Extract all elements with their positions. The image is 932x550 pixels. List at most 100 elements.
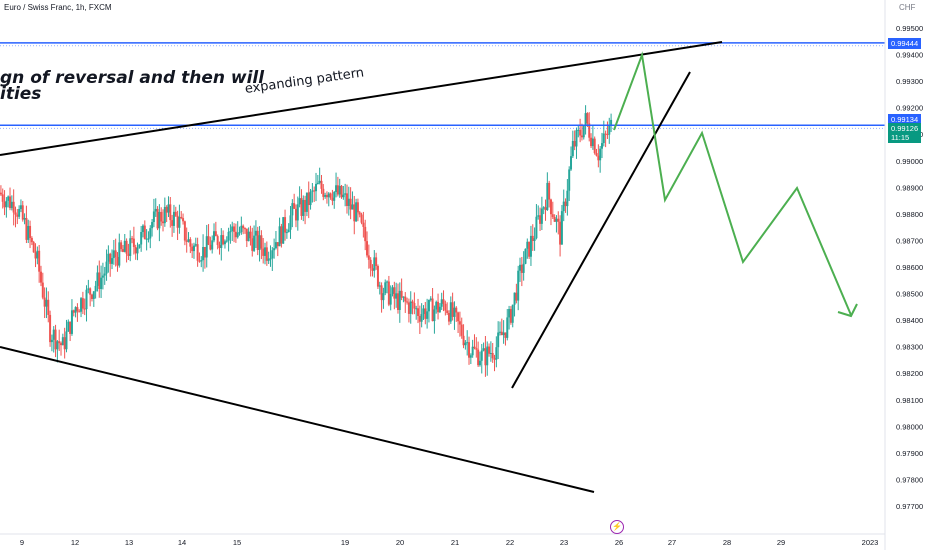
candle-body <box>605 134 607 135</box>
last-price-value: 0.99126 <box>891 124 918 133</box>
candle-body <box>517 271 519 301</box>
candle-body <box>512 305 514 323</box>
candle-body <box>24 218 26 220</box>
candle-body <box>49 315 51 342</box>
candle-body <box>326 195 328 197</box>
time-tick-label: 9 <box>20 538 24 547</box>
candle-body <box>479 361 481 365</box>
candle-body <box>319 181 321 183</box>
candle-body <box>166 207 168 213</box>
candle-body <box>45 300 47 307</box>
candle-body <box>350 199 352 210</box>
candle-body <box>47 300 49 315</box>
candle-body <box>402 297 404 298</box>
candle-body <box>490 353 492 354</box>
candle-body <box>169 204 171 220</box>
candle-body <box>455 308 457 313</box>
time-tick-label: 20 <box>396 538 404 547</box>
candle-body <box>437 302 439 312</box>
candle-body <box>209 245 211 250</box>
candle-body <box>157 209 159 228</box>
candle-body <box>594 139 596 153</box>
candle-body <box>188 239 190 242</box>
candle-body <box>204 247 206 258</box>
candle-body <box>146 239 148 240</box>
candle-body <box>426 311 428 318</box>
candle-body <box>550 200 552 215</box>
candle-body <box>432 299 434 322</box>
candle-body <box>115 250 117 257</box>
candle-body <box>419 316 421 322</box>
candle-body <box>277 242 279 246</box>
candle-body <box>424 308 426 318</box>
candle-body <box>177 216 179 228</box>
candle-body <box>386 282 388 283</box>
time-tick-label: 13 <box>125 538 133 547</box>
candle-body <box>539 215 541 224</box>
price-tick-label: 0.98400 <box>896 316 923 325</box>
annotation-line-2: ities <box>0 84 41 104</box>
candle-body <box>269 258 271 259</box>
candle-body <box>328 193 330 197</box>
candle-body <box>308 193 310 206</box>
candle-body <box>167 204 169 212</box>
candle-body <box>259 235 261 250</box>
candle-body <box>408 303 410 314</box>
candle-body <box>246 229 248 241</box>
candle-body <box>331 198 333 201</box>
candle-body <box>552 214 554 217</box>
candle-body <box>335 185 337 192</box>
candle-body <box>13 202 15 213</box>
time-tick-label: 22 <box>506 538 514 547</box>
candle-body <box>390 294 392 305</box>
price-tick-label: 0.99400 <box>896 51 923 60</box>
candle-body <box>574 141 576 147</box>
candle-body <box>592 139 594 146</box>
candle-body <box>100 278 102 289</box>
lightning-icon[interactable]: ⚡ <box>610 520 624 534</box>
candle-body <box>124 241 126 252</box>
candle-body <box>291 203 293 215</box>
candle-body <box>568 169 570 190</box>
candle-body <box>353 204 355 221</box>
candle-body <box>113 250 115 258</box>
candle-body <box>514 293 516 305</box>
candle-body <box>368 255 370 259</box>
candle-body <box>138 244 140 247</box>
candle-body <box>577 130 579 131</box>
candle-body <box>492 353 494 358</box>
candle-body <box>583 125 585 137</box>
candle-body <box>69 322 71 334</box>
candle-body <box>477 350 479 365</box>
candle-body <box>433 309 435 321</box>
time-axis: 9 12 13 14 15 19 20 21 22 23 26 27 28 29 2023 <box>0 534 885 547</box>
candle-body <box>534 238 536 241</box>
time-tick-label: 19 <box>341 538 349 547</box>
candle-body <box>430 299 432 300</box>
candle-body <box>413 303 415 309</box>
candle-body <box>158 212 160 228</box>
time-tick-label: 27 <box>668 538 676 547</box>
candle-body <box>499 332 501 333</box>
candle-body <box>218 245 220 248</box>
candle-body <box>262 249 264 256</box>
candle-body <box>282 217 284 243</box>
time-tick-label: 28 <box>723 538 731 547</box>
candle-body <box>357 202 359 212</box>
candle-body <box>133 239 135 247</box>
candle-body <box>271 250 273 258</box>
candle-body <box>58 341 60 343</box>
candle-body <box>606 134 608 135</box>
candle-body <box>364 227 366 241</box>
candle-body <box>393 287 395 298</box>
candle-body <box>508 309 510 317</box>
candle-body <box>40 272 42 283</box>
upper-level-badge: 0.99444 <box>888 38 921 49</box>
candle-body <box>38 251 40 272</box>
candle-body <box>226 241 228 242</box>
time-tick-label: 29 <box>777 538 785 547</box>
candle-body <box>126 241 128 254</box>
candle-body <box>95 286 97 292</box>
candle-body <box>341 186 343 197</box>
candle-body <box>590 138 592 146</box>
